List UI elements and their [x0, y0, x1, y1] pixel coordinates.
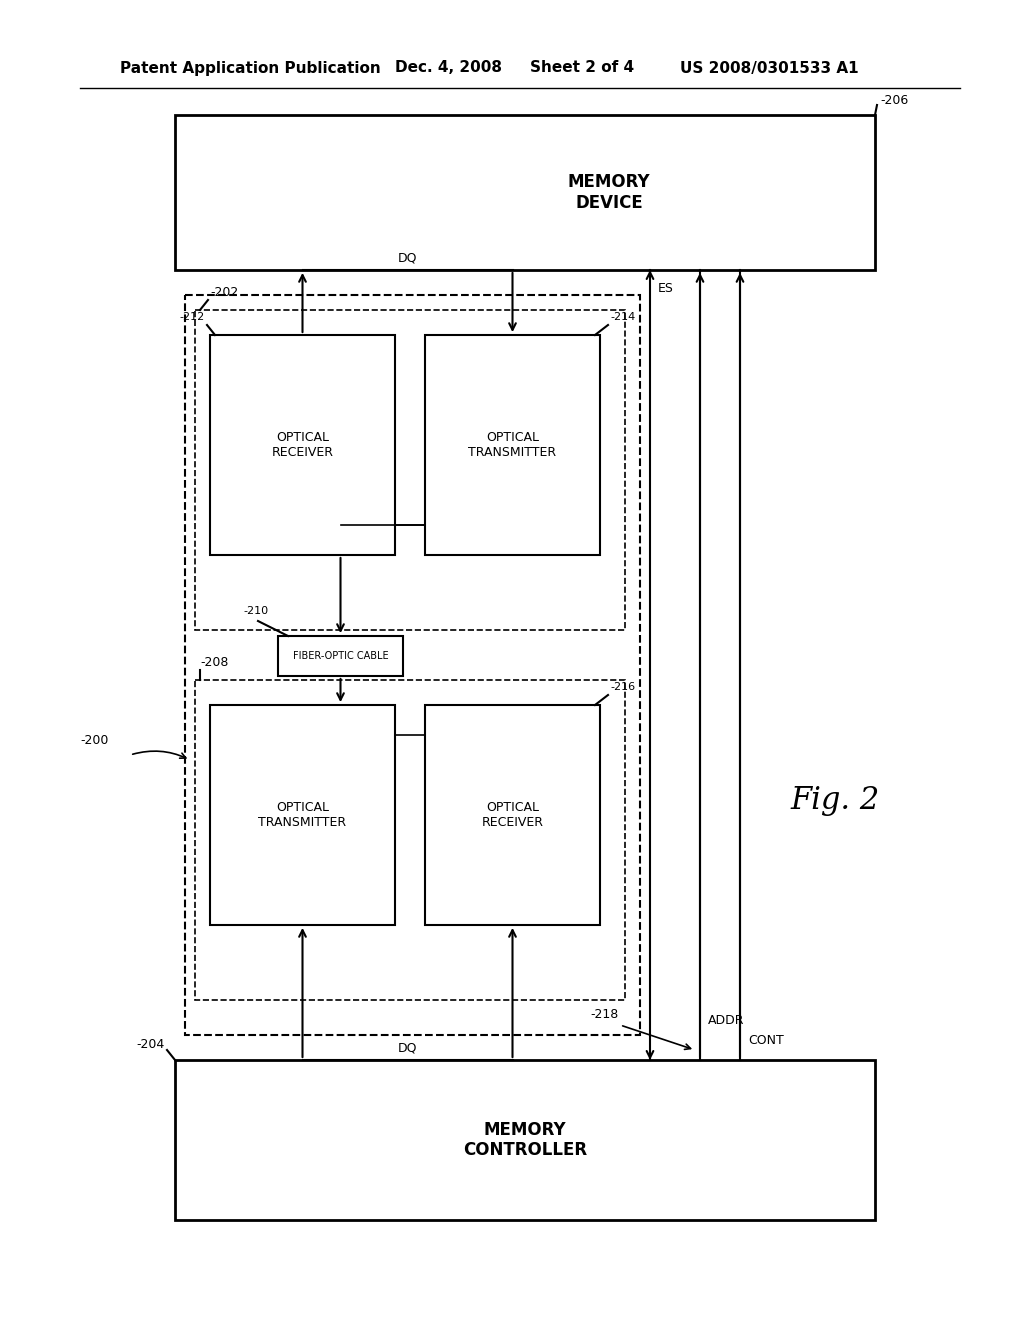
Bar	[210, 705, 395, 925]
Text: -216: -216	[610, 682, 635, 692]
Text: -218: -218	[590, 1008, 618, 1022]
Text: -214: -214	[610, 312, 635, 322]
Text: OPTICAL
RECEIVER: OPTICAL RECEIVER	[271, 432, 334, 459]
Text: ES: ES	[658, 281, 674, 294]
Bar	[425, 705, 600, 925]
Text: US 2008/0301533 A1: US 2008/0301533 A1	[680, 61, 859, 75]
Text: -212: -212	[180, 312, 205, 322]
Text: Dec. 4, 2008: Dec. 4, 2008	[395, 61, 502, 75]
Text: -208: -208	[200, 656, 228, 668]
Text: MEMORY
CONTROLLER: MEMORY CONTROLLER	[463, 1121, 587, 1159]
Text: -200: -200	[80, 734, 109, 747]
Bar	[195, 310, 625, 630]
Bar	[210, 335, 395, 554]
Bar	[425, 335, 600, 554]
Text: DQ: DQ	[397, 1041, 417, 1055]
Text: ADDR: ADDR	[708, 1014, 744, 1027]
Text: FIBER-OPTIC CABLE: FIBER-OPTIC CABLE	[293, 651, 388, 661]
Text: CONT: CONT	[748, 1034, 783, 1047]
Text: Fig. 2: Fig. 2	[790, 784, 880, 816]
Text: -210: -210	[243, 606, 268, 616]
Bar	[185, 294, 640, 1035]
Text: -206: -206	[880, 94, 908, 107]
Text: DQ: DQ	[397, 252, 417, 264]
Text: MEMORY
DEVICE: MEMORY DEVICE	[567, 173, 650, 213]
Text: OPTICAL
TRANSMITTER: OPTICAL TRANSMITTER	[258, 801, 346, 829]
Text: Sheet 2 of 4: Sheet 2 of 4	[530, 61, 634, 75]
Text: -204: -204	[137, 1039, 165, 1052]
Text: Patent Application Publication: Patent Application Publication	[120, 61, 381, 75]
Text: OPTICAL
TRANSMITTER: OPTICAL TRANSMITTER	[468, 432, 557, 459]
Bar	[195, 680, 625, 1001]
Bar	[175, 115, 874, 271]
Bar	[175, 1060, 874, 1220]
Bar	[278, 636, 403, 676]
Text: OPTICAL
RECEIVER: OPTICAL RECEIVER	[481, 801, 544, 829]
Text: -202: -202	[210, 285, 239, 298]
